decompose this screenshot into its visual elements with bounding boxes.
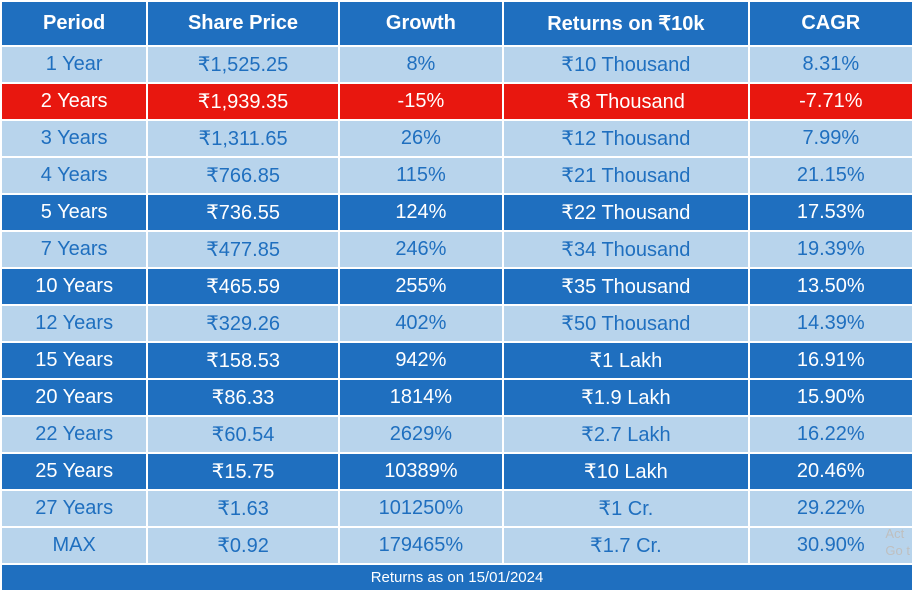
table-row: 7 Years₹477.85246%₹34 Thousand19.39% bbox=[2, 232, 912, 267]
cell-r3-c1: ₹766.85 bbox=[148, 158, 337, 193]
cell-r1-c4: -7.71% bbox=[750, 84, 912, 119]
cell-r10-c1: ₹60.54 bbox=[148, 417, 337, 452]
cell-r7-c3: ₹50 Thousand bbox=[504, 306, 748, 341]
col-header-1: Share Price bbox=[148, 2, 337, 45]
cell-r0-c1: ₹1,525.25 bbox=[148, 47, 337, 82]
cell-r7-c0: 12 Years bbox=[2, 306, 146, 341]
cell-r2-c4: 7.99% bbox=[750, 121, 912, 156]
cell-r5-c1: ₹477.85 bbox=[148, 232, 337, 267]
cell-r8-c1: ₹158.53 bbox=[148, 343, 337, 378]
cell-r6-c2: 255% bbox=[340, 269, 502, 304]
cell-r3-c4: 21.15% bbox=[750, 158, 912, 193]
cell-r13-c1: ₹0.92 bbox=[148, 528, 337, 563]
cell-r4-c1: ₹736.55 bbox=[148, 195, 337, 230]
cell-r8-c2: 942% bbox=[340, 343, 502, 378]
cell-r12-c2: 101250% bbox=[340, 491, 502, 526]
cell-r5-c4: 19.39% bbox=[750, 232, 912, 267]
cell-r7-c2: 402% bbox=[340, 306, 502, 341]
cell-r9-c2: 1814% bbox=[340, 380, 502, 415]
table-row: 25 Years₹15.7510389%₹10 Lakh20.46% bbox=[2, 454, 912, 489]
cell-r10-c2: 2629% bbox=[340, 417, 502, 452]
table-row: 27 Years₹1.63101250%₹1 Cr.29.22% bbox=[2, 491, 912, 526]
cell-r4-c3: ₹22 Thousand bbox=[504, 195, 748, 230]
cell-r11-c1: ₹15.75 bbox=[148, 454, 337, 489]
cell-r11-c4: 20.46% bbox=[750, 454, 912, 489]
table-row: 2 Years₹1,939.35-15%₹8 Thousand-7.71% bbox=[2, 84, 912, 119]
cell-r12-c4: 29.22% bbox=[750, 491, 912, 526]
cell-r1-c1: ₹1,939.35 bbox=[148, 84, 337, 119]
table-row: 22 Years₹60.542629%₹2.7 Lakh16.22% bbox=[2, 417, 912, 452]
table-footer-row: Returns as on 15/01/2024 bbox=[2, 565, 912, 590]
cell-r5-c2: 246% bbox=[340, 232, 502, 267]
cell-r13-c2: 179465% bbox=[340, 528, 502, 563]
cell-r13-c4: 30.90% bbox=[750, 528, 912, 563]
cell-r7-c1: ₹329.26 bbox=[148, 306, 337, 341]
cell-r1-c3: ₹8 Thousand bbox=[504, 84, 748, 119]
cell-r12-c3: ₹1 Cr. bbox=[504, 491, 748, 526]
cell-r11-c0: 25 Years bbox=[2, 454, 146, 489]
cell-r5-c3: ₹34 Thousand bbox=[504, 232, 748, 267]
cell-r1-c0: 2 Years bbox=[2, 84, 146, 119]
col-header-3: Returns on ₹10k bbox=[504, 2, 748, 45]
cell-r2-c2: 26% bbox=[340, 121, 502, 156]
cell-r2-c3: ₹12 Thousand bbox=[504, 121, 748, 156]
cell-r7-c4: 14.39% bbox=[750, 306, 912, 341]
table-row: 15 Years₹158.53942%₹1 Lakh16.91% bbox=[2, 343, 912, 378]
cell-r10-c4: 16.22% bbox=[750, 417, 912, 452]
cell-r3-c3: ₹21 Thousand bbox=[504, 158, 748, 193]
table-row: 12 Years₹329.26402%₹50 Thousand14.39% bbox=[2, 306, 912, 341]
cell-r6-c4: 13.50% bbox=[750, 269, 912, 304]
cell-r0-c2: 8% bbox=[340, 47, 502, 82]
cell-r12-c0: 27 Years bbox=[2, 491, 146, 526]
cell-r6-c3: ₹35 Thousand bbox=[504, 269, 748, 304]
cell-r0-c4: 8.31% bbox=[750, 47, 912, 82]
cell-r0-c3: ₹10 Thousand bbox=[504, 47, 748, 82]
cell-r9-c0: 20 Years bbox=[2, 380, 146, 415]
cell-r4-c0: 5 Years bbox=[2, 195, 146, 230]
cell-r5-c0: 7 Years bbox=[2, 232, 146, 267]
returns-table: PeriodShare PriceGrowthReturns on ₹10kCA… bbox=[0, 0, 914, 592]
table-row: 1 Year₹1,525.258%₹10 Thousand8.31% bbox=[2, 47, 912, 82]
cell-r10-c0: 22 Years bbox=[2, 417, 146, 452]
cell-r3-c0: 4 Years bbox=[2, 158, 146, 193]
cell-r8-c0: 15 Years bbox=[2, 343, 146, 378]
table-row: 20 Years₹86.331814%₹1.9 Lakh15.90% bbox=[2, 380, 912, 415]
cell-r10-c3: ₹2.7 Lakh bbox=[504, 417, 748, 452]
cell-r13-c0: MAX bbox=[2, 528, 146, 563]
cell-r3-c2: 115% bbox=[340, 158, 502, 193]
cell-r2-c0: 3 Years bbox=[2, 121, 146, 156]
cell-r6-c0: 10 Years bbox=[2, 269, 146, 304]
cell-r9-c1: ₹86.33 bbox=[148, 380, 337, 415]
cell-r11-c2: 10389% bbox=[340, 454, 502, 489]
cell-r1-c2: -15% bbox=[340, 84, 502, 119]
cell-r9-c4: 15.90% bbox=[750, 380, 912, 415]
cell-r8-c4: 16.91% bbox=[750, 343, 912, 378]
col-header-4: CAGR bbox=[750, 2, 912, 45]
table-row: 4 Years₹766.85115%₹21 Thousand21.15% bbox=[2, 158, 912, 193]
cell-r13-c3: ₹1.7 Cr. bbox=[504, 528, 748, 563]
cell-r2-c1: ₹1,311.65 bbox=[148, 121, 337, 156]
footer-text: Returns as on 15/01/2024 bbox=[2, 565, 912, 590]
cell-r6-c1: ₹465.59 bbox=[148, 269, 337, 304]
table-row: 10 Years₹465.59255%₹35 Thousand13.50% bbox=[2, 269, 912, 304]
table-row: MAX₹0.92179465%₹1.7 Cr.30.90% bbox=[2, 528, 912, 563]
table-row: 5 Years₹736.55124%₹22 Thousand17.53% bbox=[2, 195, 912, 230]
cell-r12-c1: ₹1.63 bbox=[148, 491, 337, 526]
cell-r8-c3: ₹1 Lakh bbox=[504, 343, 748, 378]
cell-r4-c2: 124% bbox=[340, 195, 502, 230]
col-header-2: Growth bbox=[340, 2, 502, 45]
table-header-row: PeriodShare PriceGrowthReturns on ₹10kCA… bbox=[2, 2, 912, 45]
col-header-0: Period bbox=[2, 2, 146, 45]
cell-r9-c3: ₹1.9 Lakh bbox=[504, 380, 748, 415]
cell-r11-c3: ₹10 Lakh bbox=[504, 454, 748, 489]
table-row: 3 Years₹1,311.6526%₹12 Thousand7.99% bbox=[2, 121, 912, 156]
cell-r4-c4: 17.53% bbox=[750, 195, 912, 230]
cell-r0-c0: 1 Year bbox=[2, 47, 146, 82]
